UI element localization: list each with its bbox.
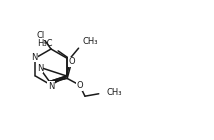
Text: N: N	[37, 64, 43, 73]
Text: H₃C: H₃C	[38, 39, 53, 48]
Text: O: O	[76, 81, 83, 90]
Text: N: N	[48, 81, 54, 90]
Text: O: O	[68, 57, 75, 66]
Text: Cl: Cl	[37, 31, 45, 40]
Text: N: N	[31, 52, 38, 61]
Text: CH₃: CH₃	[107, 88, 122, 97]
Text: CH₃: CH₃	[83, 37, 98, 46]
